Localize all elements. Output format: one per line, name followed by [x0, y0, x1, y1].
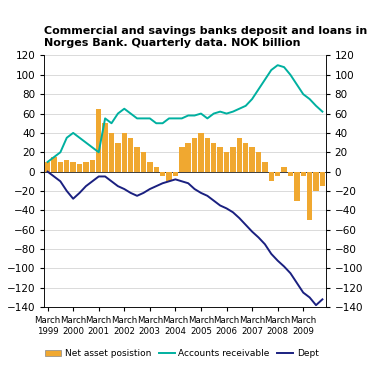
- Bar: [96, 109, 101, 172]
- Bar: [262, 162, 268, 172]
- Bar: [230, 147, 236, 172]
- Bar: [77, 164, 82, 172]
- Bar: [51, 157, 57, 172]
- Bar: [313, 172, 319, 191]
- Bar: [122, 133, 127, 172]
- Bar: [288, 172, 293, 176]
- Bar: [102, 123, 108, 172]
- Bar: [275, 172, 280, 176]
- Bar: [281, 167, 287, 172]
- Bar: [236, 138, 242, 172]
- Bar: [179, 147, 185, 172]
- Bar: [45, 162, 50, 172]
- Bar: [160, 172, 165, 176]
- Bar: [320, 172, 325, 186]
- Bar: [83, 162, 89, 172]
- Bar: [109, 133, 114, 172]
- Bar: [205, 138, 210, 172]
- Bar: [256, 152, 261, 172]
- Bar: [243, 142, 248, 172]
- Bar: [249, 147, 255, 172]
- Bar: [224, 152, 229, 172]
- Bar: [185, 142, 191, 172]
- Bar: [115, 142, 121, 172]
- Bar: [154, 167, 159, 172]
- Legend: Net asset posistion, Accounts receivable, Dept: Net asset posistion, Accounts receivable…: [41, 346, 322, 362]
- Bar: [64, 160, 70, 172]
- Bar: [90, 160, 95, 172]
- Bar: [166, 172, 172, 181]
- Bar: [218, 147, 223, 172]
- Bar: [128, 138, 134, 172]
- Bar: [141, 152, 146, 172]
- Bar: [147, 162, 152, 172]
- Bar: [294, 172, 300, 201]
- Bar: [173, 172, 178, 176]
- Bar: [211, 142, 216, 172]
- Bar: [198, 133, 204, 172]
- Bar: [300, 172, 306, 176]
- Bar: [58, 162, 63, 172]
- Bar: [134, 147, 140, 172]
- Text: Commercial and savings banks deposit and loans in
Norges Bank. Quarterly data. N: Commercial and savings banks deposit and…: [44, 27, 368, 48]
- Bar: [269, 172, 274, 181]
- Bar: [307, 172, 312, 220]
- Bar: [192, 138, 197, 172]
- Bar: [70, 162, 76, 172]
